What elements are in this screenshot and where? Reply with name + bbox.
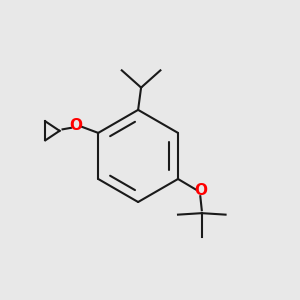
Text: O: O [69, 118, 82, 133]
Text: O: O [194, 183, 207, 198]
